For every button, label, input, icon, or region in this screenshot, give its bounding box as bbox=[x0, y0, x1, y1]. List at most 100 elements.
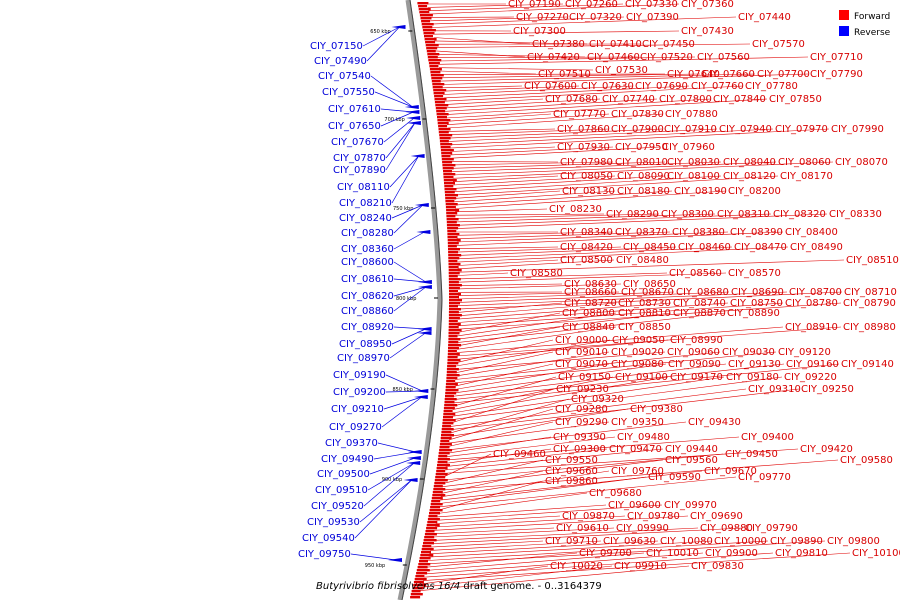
forward-gene-label: CIY_09870 bbox=[562, 511, 615, 522]
reverse-gene-leader bbox=[383, 396, 422, 410]
forward-gene-leader bbox=[453, 175, 722, 192]
forward-gene-label: CIY_09810 bbox=[775, 548, 828, 559]
forward-gene-leader bbox=[456, 326, 784, 353]
forward-gene-mark bbox=[426, 50, 436, 53]
reverse-gene-label: CIY_08600 bbox=[341, 257, 394, 268]
forward-gene-label: CIY_08300 bbox=[661, 209, 714, 220]
forward-gene-leader bbox=[457, 302, 563, 313]
forward-gene-mark bbox=[429, 68, 442, 71]
reverse-gene-label: CIY_08210 bbox=[339, 198, 392, 209]
forward-gene-leader bbox=[439, 70, 537, 75]
caption-range: draft genome. - 0..3164379 bbox=[460, 581, 601, 592]
forward-gene-mark bbox=[432, 494, 446, 497]
forward-gene-leader bbox=[456, 213, 828, 229]
forward-gene-leader bbox=[456, 231, 784, 246]
forward-gene-leader bbox=[453, 363, 785, 400]
forward-gene-leader bbox=[438, 67, 594, 71]
forward-gene-leader bbox=[453, 175, 616, 186]
forward-gene-mark bbox=[415, 575, 425, 578]
forward-gene-mark bbox=[448, 272, 460, 275]
forward-gene-leader bbox=[424, 552, 704, 575]
reverse-gene-label: CIY_09270 bbox=[329, 422, 382, 433]
forward-gene-label: CIY_10020 bbox=[550, 561, 603, 572]
forward-gene-mark bbox=[448, 341, 459, 344]
forward-gene-mark bbox=[447, 365, 457, 368]
forward-gene-mark bbox=[439, 449, 453, 452]
forward-gene-label: CIY_08320 bbox=[773, 209, 826, 220]
legend: Forward Reverse bbox=[839, 10, 891, 38]
forward-gene-mark bbox=[419, 14, 433, 17]
forward-gene-leader bbox=[450, 146, 556, 152]
forward-gene-mark bbox=[436, 113, 449, 116]
forward-gene-leader bbox=[457, 291, 620, 296]
forward-gene-mark bbox=[419, 11, 430, 14]
forward-gene-label: CIY_09050 bbox=[612, 335, 665, 346]
scale-tick-label: 950 kbp bbox=[365, 563, 385, 569]
forward-gene-label: CIY_07710 bbox=[810, 52, 863, 63]
forward-gene-label: CIY_09070 bbox=[555, 359, 608, 370]
forward-gene-label: CIY_07410 bbox=[589, 39, 642, 50]
forward-gene-mark bbox=[446, 215, 456, 218]
forward-gene-label: CIY_10000 bbox=[714, 536, 767, 547]
forward-gene-leader bbox=[457, 302, 729, 323]
forward-gene-mark bbox=[436, 470, 446, 473]
forward-gene-label: CIY_08090 bbox=[617, 171, 670, 182]
forward-gene-leader bbox=[433, 37, 531, 45]
forward-gene-leader bbox=[457, 259, 559, 266]
forward-gene-mark bbox=[448, 263, 461, 266]
forward-gene-mark bbox=[444, 188, 457, 191]
forward-gene-mark bbox=[420, 17, 432, 20]
reverse-gene-label: CIY_09520 bbox=[311, 501, 364, 512]
forward-gene-mark bbox=[448, 320, 458, 323]
forward-gene-leader bbox=[455, 213, 772, 226]
forward-gene-mark bbox=[429, 65, 439, 68]
forward-gene-mark bbox=[449, 299, 462, 302]
forward-gene-leader bbox=[454, 190, 727, 209]
forward-gene-label: CIY_08180 bbox=[617, 186, 670, 197]
legend-label-forward: Forward bbox=[854, 12, 890, 22]
forward-gene-label: CIY_07380 bbox=[532, 39, 585, 50]
forward-gene-label: CIY_09180 bbox=[726, 372, 779, 383]
forward-gene-label: CIY_08670 bbox=[621, 287, 674, 298]
forward-gene-leader bbox=[435, 43, 751, 48]
forward-gene-label: CIY_08200 bbox=[728, 186, 781, 197]
forward-gene-mark bbox=[447, 353, 460, 356]
forward-gene-label: CIY_07300 bbox=[513, 26, 566, 37]
forward-gene-mark bbox=[439, 443, 452, 446]
forward-gene-label: CIY_07740 bbox=[602, 94, 655, 105]
forward-gene-leader bbox=[452, 376, 614, 410]
forward-gene-mark bbox=[434, 479, 448, 482]
reverse-gene-label: CIY_09190 bbox=[333, 370, 386, 381]
reverse-gene-leaders bbox=[350, 26, 427, 561]
forward-gene-mark bbox=[428, 515, 438, 518]
forward-gene-mark bbox=[422, 26, 433, 29]
forward-gene-label: CIY_09100 bbox=[615, 372, 668, 383]
forward-gene-label: CIY_07970 bbox=[775, 124, 828, 135]
forward-gene-mark bbox=[426, 524, 440, 527]
reverse-gene-leader bbox=[363, 462, 415, 507]
forward-gene-mark bbox=[445, 206, 456, 209]
forward-gene-label: CIY_09430 bbox=[688, 417, 741, 428]
forward-gene-label: CIY_09170 bbox=[670, 372, 723, 383]
forward-gene-mark bbox=[437, 122, 449, 125]
forward-gene-label: CIY_08650 bbox=[623, 279, 676, 290]
forward-gene-label: CIY_09080 bbox=[611, 359, 664, 370]
forward-gene-label: CIY_08120 bbox=[723, 171, 776, 182]
forward-gene-label: CIY_09900 bbox=[705, 548, 758, 559]
forward-gene-label: CIY_09580 bbox=[840, 455, 893, 466]
forward-gene-mark bbox=[440, 440, 450, 443]
forward-gene-mark bbox=[434, 101, 445, 104]
forward-gene-label: CIY_09030 bbox=[722, 347, 775, 358]
forward-gene-label: CIY_08230 bbox=[549, 204, 602, 215]
forward-gene-leader bbox=[457, 246, 677, 256]
forward-gene-label: CIY_07770 bbox=[553, 109, 606, 120]
forward-gene-label: CIY_08340 bbox=[560, 227, 613, 238]
forward-gene-mark bbox=[448, 287, 460, 290]
reverse-gene-label: CIY_08970 bbox=[337, 353, 390, 364]
forward-gene-label: CIY_08850 bbox=[618, 322, 671, 333]
forward-gene-mark bbox=[416, 572, 428, 575]
forward-gene-label: CIY_07270 bbox=[516, 12, 569, 23]
forward-gene-mark bbox=[445, 203, 458, 206]
forward-gene-mark bbox=[437, 461, 448, 464]
forward-gene-leader bbox=[443, 459, 544, 484]
